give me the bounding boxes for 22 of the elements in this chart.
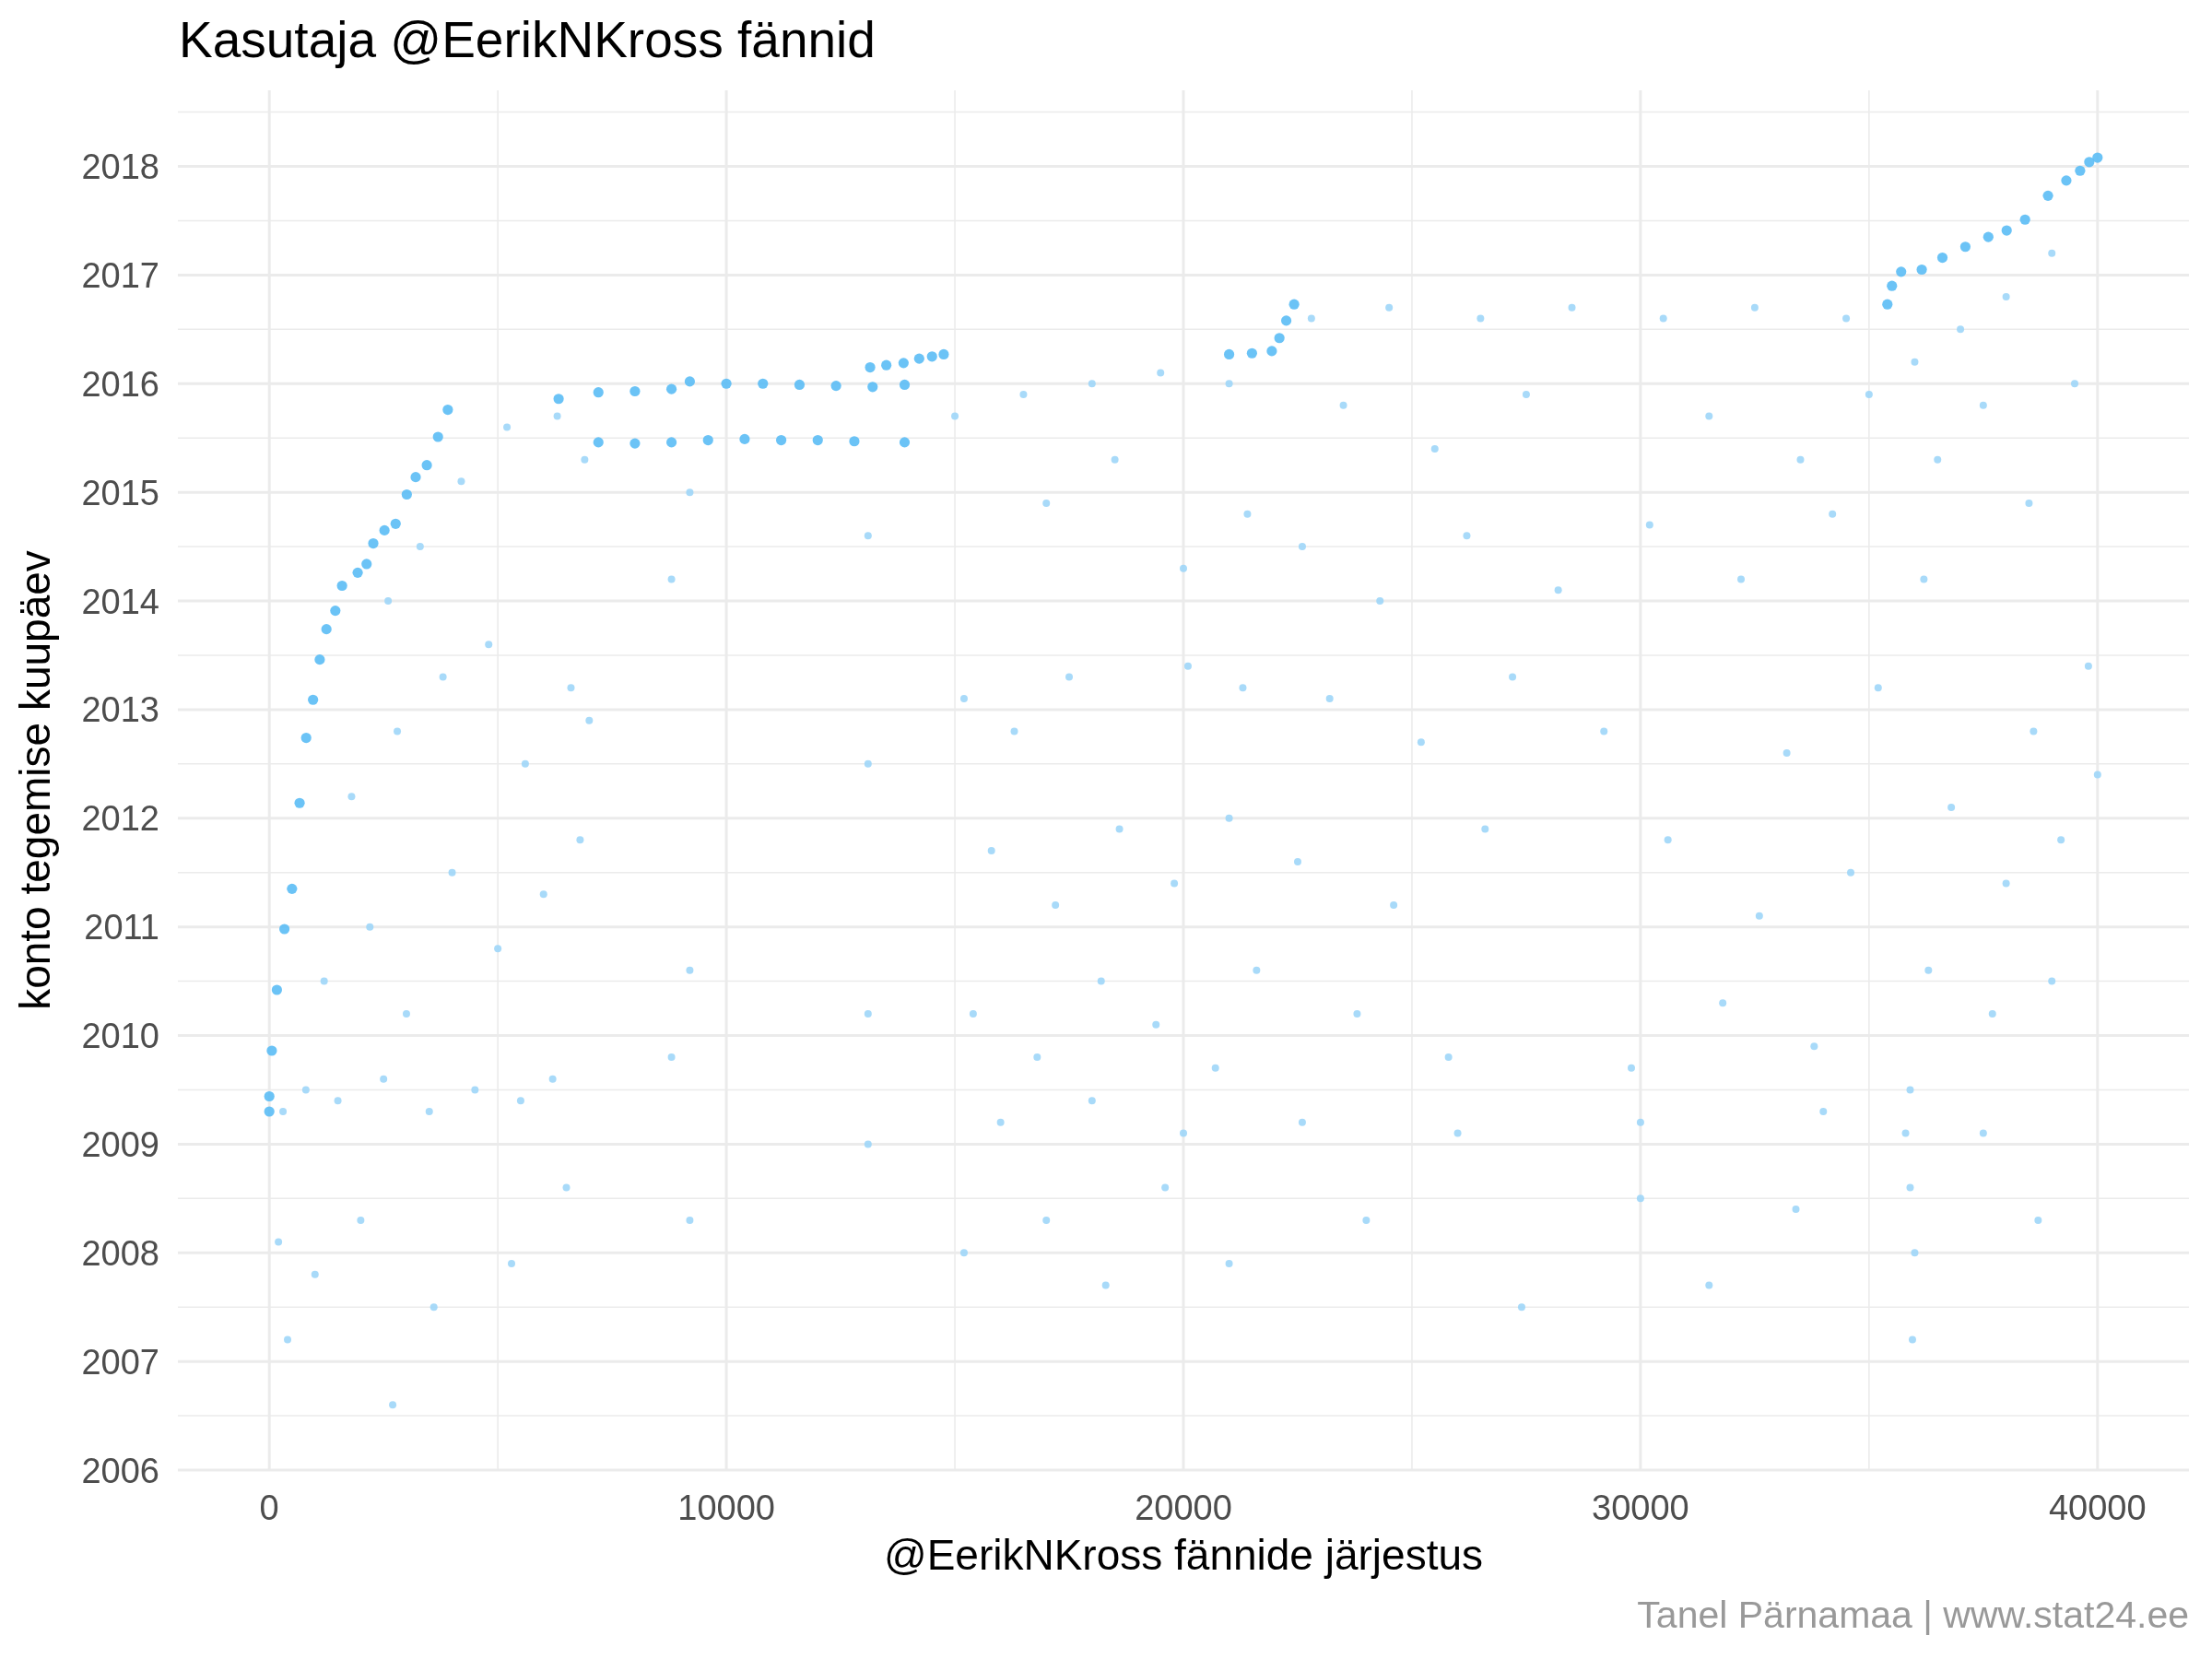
- y-tick-label: 2010: [81, 1017, 159, 1055]
- y-tick-label: 2014: [81, 582, 159, 621]
- y-tick-label: 2011: [84, 908, 159, 947]
- y-tick-label: 2006: [81, 1451, 159, 1490]
- y-tick-label: 2008: [81, 1233, 159, 1273]
- x-tick-label: 30000: [1592, 1488, 1689, 1527]
- x-tick-label: 20000: [1135, 1488, 1232, 1527]
- x-axis-title: @EerikNKross fännide järjestus: [883, 1531, 1484, 1579]
- text: Tanel Pärnamaa | www.stat24.ee: [1637, 1594, 2189, 1636]
- y-tick-label: 2009: [81, 1124, 159, 1164]
- x-tick-label: 40000: [2048, 1488, 2147, 1527]
- y-tick-label: 2015: [81, 473, 159, 512]
- y-tick-label: 2018: [81, 147, 159, 187]
- x-tick-label: 10000: [677, 1488, 775, 1527]
- y-tick-label: 2007: [81, 1342, 159, 1382]
- y-tick-label: 2013: [81, 690, 159, 730]
- y-tick-label: 2012: [81, 799, 159, 839]
- y-axis-title: konto tegemise kuupäev: [11, 550, 59, 1010]
- y-tick-label: 2017: [81, 255, 159, 295]
- chart-title: Kasutaja @EerikNKross fännid: [179, 11, 876, 68]
- x-tick-label: 0: [259, 1488, 279, 1527]
- y-tick-label: 2016: [81, 364, 159, 404]
